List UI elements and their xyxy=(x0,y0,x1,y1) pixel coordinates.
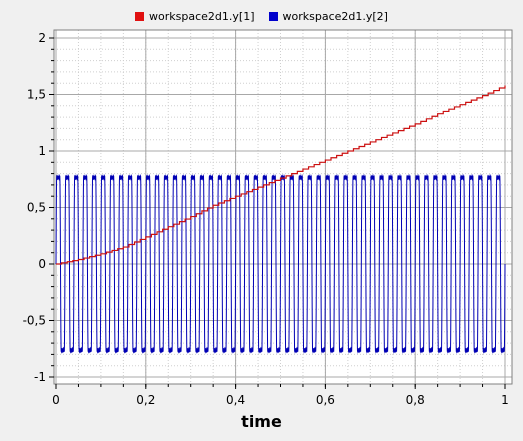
legend-item-series1[interactable]: workspace2d1.y[1] xyxy=(135,10,255,23)
series-line-workspace2d1-y1 xyxy=(56,85,506,265)
x-tick-label: 0,2 xyxy=(136,393,155,407)
y-tick-label: 1 xyxy=(38,144,46,158)
legend-swatch-series2 xyxy=(268,12,278,21)
x-tick-label: 0,6 xyxy=(316,393,335,407)
legend-label-series2: workspace2d1.y[2] xyxy=(282,10,388,23)
x-axis-label: time xyxy=(241,412,282,431)
y-tick-label: -0,5 xyxy=(23,314,46,328)
x-tick-label: 0,4 xyxy=(226,393,245,407)
y-tick-label: 1,5 xyxy=(27,88,46,102)
axes: 0 0,2 0,4 0,6 0,8 1 -1 -0,5 0 0,5 1 1,5 2 xyxy=(23,31,509,407)
series-line-workspace2d1-y2 xyxy=(55,174,506,354)
y-tick-label: 2 xyxy=(38,31,46,45)
series-layer xyxy=(55,85,506,354)
y-tick-label: 0,5 xyxy=(27,201,46,215)
y-tick-label: 0 xyxy=(38,257,46,271)
y-tick-label: -1 xyxy=(34,370,46,384)
legend-item-series2[interactable]: workspace2d1.y[2] xyxy=(268,10,388,23)
legend: workspace2d1.y[1] workspace2d1.y[2] xyxy=(0,10,523,23)
x-tick-label: 1 xyxy=(501,393,509,407)
x-tick-label: 0,8 xyxy=(406,393,425,407)
x-tick-label: 0 xyxy=(52,393,60,407)
legend-label-series1: workspace2d1.y[1] xyxy=(149,10,255,23)
legend-swatch-series1 xyxy=(135,12,145,21)
